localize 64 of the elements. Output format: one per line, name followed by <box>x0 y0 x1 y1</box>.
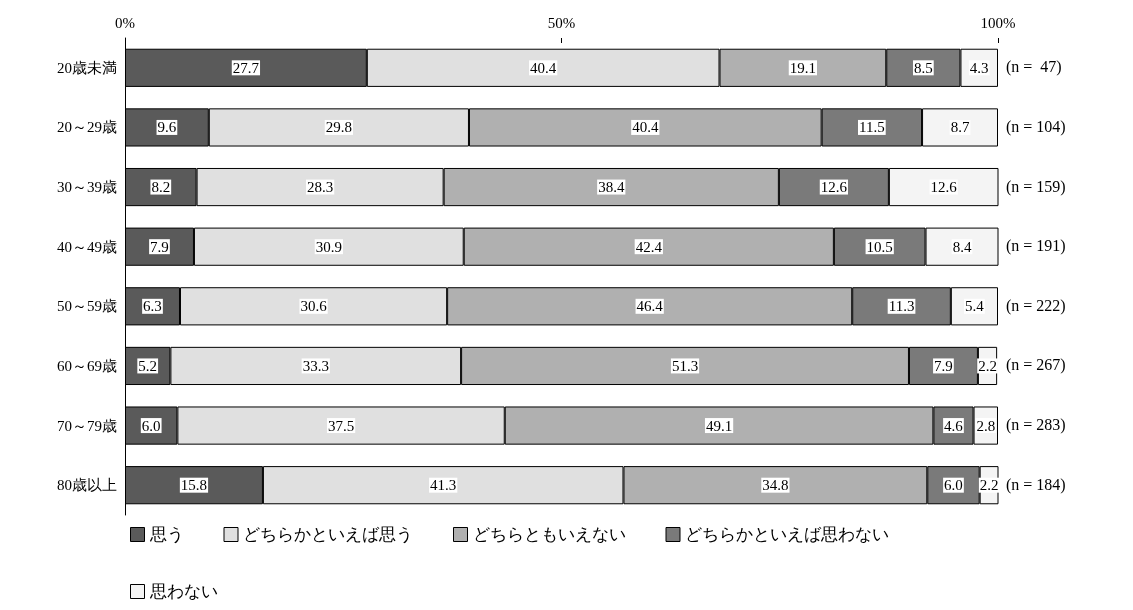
y-tick-label: 80歳以上 <box>57 477 117 494</box>
data-label: 8.7 <box>950 119 970 136</box>
y-tick-label: 30～39歳 <box>57 179 117 196</box>
text: (n = 283) <box>1006 416 1066 435</box>
data-label: 6.0 <box>944 477 963 494</box>
data-label: 12.6 <box>820 179 848 196</box>
data-label: 2.2 <box>979 477 999 494</box>
y-tick-label: 50～59歳 <box>57 298 117 315</box>
text: (n = 184) <box>1006 475 1066 494</box>
x-tick-label: 100% <box>980 14 1016 31</box>
data-label: 10.5 <box>866 238 893 255</box>
y-tick-label: 70～79歳 <box>57 417 117 434</box>
data-label: 2.8 <box>976 417 996 434</box>
text: (n = 47) <box>1006 58 1062 77</box>
data-label: 37.5 <box>327 417 355 434</box>
data-label: 27.7 <box>232 59 260 76</box>
data-label: 41.3 <box>430 477 457 494</box>
data-label: 40.4 <box>632 119 659 136</box>
legend-label: どちらかといえば思わない <box>685 525 889 544</box>
data-label: 34.8 <box>762 477 789 494</box>
data-label: 28.3 <box>306 179 334 196</box>
text: (n = 267) <box>1006 356 1066 375</box>
text: (n = 159) <box>1006 177 1066 196</box>
data-label: 9.6 <box>157 119 177 136</box>
y-tick-label: 20～29歳 <box>57 119 117 136</box>
data-label: 15.8 <box>180 477 208 494</box>
y-tick-label: 20歳未満 <box>57 59 117 76</box>
x-tick-label: 50% <box>547 14 576 31</box>
data-label: 38.4 <box>598 179 625 196</box>
data-label: 11.3 <box>888 298 915 315</box>
legend-label: どちらかといえば思う <box>243 525 413 544</box>
text: (n = 191) <box>1006 237 1066 256</box>
data-label: 7.9 <box>934 357 953 374</box>
data-label: 30.6 <box>300 298 328 315</box>
data-label: 19.1 <box>789 59 817 76</box>
data-label: 6.3 <box>143 298 162 315</box>
data-label: 49.1 <box>705 417 733 434</box>
legend-label: 思わない <box>148 582 218 601</box>
data-label: 12.6 <box>930 179 958 196</box>
data-label: 5.4 <box>965 298 985 315</box>
data-label: 8.2 <box>151 179 171 196</box>
data-label: 8.5 <box>913 59 933 76</box>
data-label: 11.5 <box>859 119 885 136</box>
data-label: 5.2 <box>138 357 158 374</box>
data-label: 33.3 <box>302 357 329 374</box>
y-tick-label: 40～49歳 <box>57 238 117 255</box>
data-label: 2.2 <box>978 357 997 374</box>
text: (n = 222) <box>1006 296 1066 315</box>
legend-label: どちらともいえない <box>472 525 626 544</box>
data-label: 6.0 <box>141 417 161 434</box>
y-tick-label: 60～69歳 <box>57 357 117 374</box>
data-label: 7.9 <box>150 238 169 255</box>
x-tick-label: 0% <box>115 14 135 31</box>
data-label: 4.3 <box>969 59 989 76</box>
data-label: 4.6 <box>944 417 964 434</box>
text: (n = 104) <box>1006 117 1066 136</box>
data-label: 40.4 <box>530 59 557 76</box>
data-label: 51.3 <box>671 357 699 374</box>
data-label: 29.8 <box>325 119 353 136</box>
legend-label: 思う <box>148 525 184 544</box>
data-label: 42.4 <box>635 238 663 255</box>
data-label: 8.4 <box>952 238 972 255</box>
data-label: 30.9 <box>315 238 342 255</box>
data-label: 46.4 <box>636 298 664 315</box>
